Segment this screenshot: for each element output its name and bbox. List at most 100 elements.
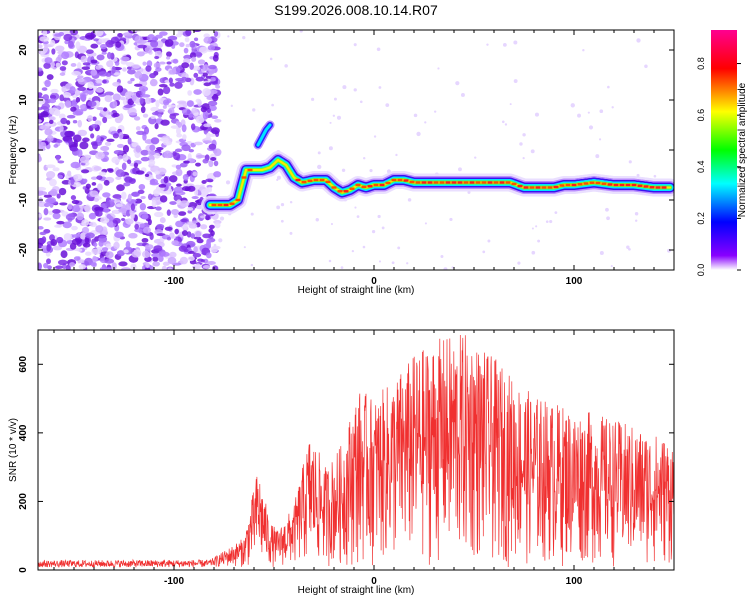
- speck: [437, 67, 440, 70]
- noise-blob: [202, 265, 211, 269]
- noise-blob: [130, 30, 141, 33]
- noise-blob: [79, 232, 87, 240]
- noise-blob: [72, 120, 78, 124]
- noise-blob: [71, 205, 81, 213]
- speck: [280, 219, 284, 223]
- colorbar-label: Normalized spectral amplitude: [737, 82, 748, 217]
- noise-blob: [144, 267, 151, 270]
- ridge-peak: [487, 181, 493, 184]
- noise-blob: [208, 105, 217, 111]
- noise-blob: [200, 224, 208, 230]
- noise-blob: [197, 59, 206, 65]
- speck: [628, 160, 632, 164]
- speck: [289, 231, 293, 235]
- noise-blob: [48, 178, 57, 187]
- y-tick-label: 0: [18, 147, 29, 153]
- speck: [424, 222, 427, 225]
- noise-blob: [122, 144, 130, 153]
- speck: [330, 222, 334, 226]
- noise-blob: [91, 182, 97, 186]
- noise-blob: [43, 44, 49, 53]
- y-tick-label: 200: [18, 493, 29, 510]
- noise-blob: [167, 256, 177, 265]
- noise-blob: [172, 58, 179, 64]
- noise-blob: [93, 197, 100, 202]
- noise-blob: [192, 30, 202, 33]
- noise-blob: [141, 214, 149, 220]
- noise-blob: [169, 232, 175, 239]
- noise-blob: [185, 30, 192, 37]
- noise-blob: [77, 149, 83, 158]
- noise-blob: [115, 41, 122, 48]
- ridge-peak: [229, 202, 235, 205]
- noise-blob: [90, 133, 95, 139]
- noise-blob: [77, 62, 82, 70]
- noise-blob: [38, 113, 47, 118]
- noise-blob: [76, 75, 84, 79]
- noise-blob: [174, 81, 183, 89]
- speck: [413, 113, 418, 118]
- noise-blob: [38, 262, 42, 270]
- noise-blob: [202, 88, 211, 97]
- noise-blob: [112, 81, 121, 87]
- speck: [378, 260, 382, 263]
- ridge-peak: [517, 184, 523, 188]
- noise-blob: [162, 261, 170, 266]
- noise-blob: [69, 262, 76, 267]
- speck: [289, 200, 293, 204]
- noise-blob: [201, 188, 209, 196]
- noise-blob: [77, 129, 88, 137]
- ridge-peak: [361, 185, 367, 189]
- noise-blob: [60, 250, 68, 259]
- ridge-peak: [475, 181, 481, 184]
- noise-blob: [114, 61, 120, 66]
- noise-blob: [163, 150, 172, 159]
- noise-blob: [100, 145, 110, 152]
- speck: [377, 214, 381, 219]
- speck: [611, 106, 614, 109]
- ridge-peak: [385, 181, 391, 185]
- y-tick-label: 600: [18, 356, 29, 373]
- noise-blob: [125, 218, 134, 225]
- speck: [406, 262, 409, 265]
- y-tick-label: 400: [18, 424, 29, 441]
- noise-blob: [88, 212, 97, 220]
- noise-blob: [153, 62, 161, 69]
- noise-blob: [195, 76, 204, 82]
- speck: [328, 259, 332, 263]
- speck: [535, 225, 538, 228]
- noise-blob: [115, 203, 123, 208]
- noise-blob: [59, 66, 67, 71]
- noise-blob: [178, 245, 187, 252]
- noise-blob: [149, 72, 156, 79]
- noise-blob: [186, 231, 192, 238]
- noise-blob: [93, 242, 98, 247]
- ridge-peak: [451, 181, 457, 184]
- speck: [644, 64, 648, 69]
- noise-blob: [134, 198, 143, 204]
- noise-blob: [187, 90, 193, 96]
- speck: [443, 267, 448, 270]
- noise-blob: [55, 265, 64, 270]
- noise-blob: [131, 94, 137, 102]
- noise-blob: [153, 245, 163, 252]
- noise-blob: [195, 98, 201, 103]
- speck: [606, 216, 610, 221]
- noise-blob: [98, 171, 107, 176]
- noise-blob: [102, 79, 107, 84]
- speck: [501, 120, 505, 124]
- noise-blob: [176, 183, 182, 187]
- noise-blob: [166, 61, 172, 65]
- noise-blob: [183, 222, 188, 230]
- noise-blob: [168, 77, 173, 84]
- noise-blob: [131, 251, 141, 258]
- colorbar-gradient: [711, 30, 737, 270]
- noise-blob: [48, 119, 54, 124]
- noise-blob: [121, 217, 126, 222]
- noise-blob: [123, 182, 131, 187]
- speck: [219, 216, 225, 221]
- speck: [353, 88, 357, 92]
- noise-blob: [44, 128, 53, 136]
- noise-blob: [39, 231, 47, 236]
- noise-blob: [38, 154, 41, 162]
